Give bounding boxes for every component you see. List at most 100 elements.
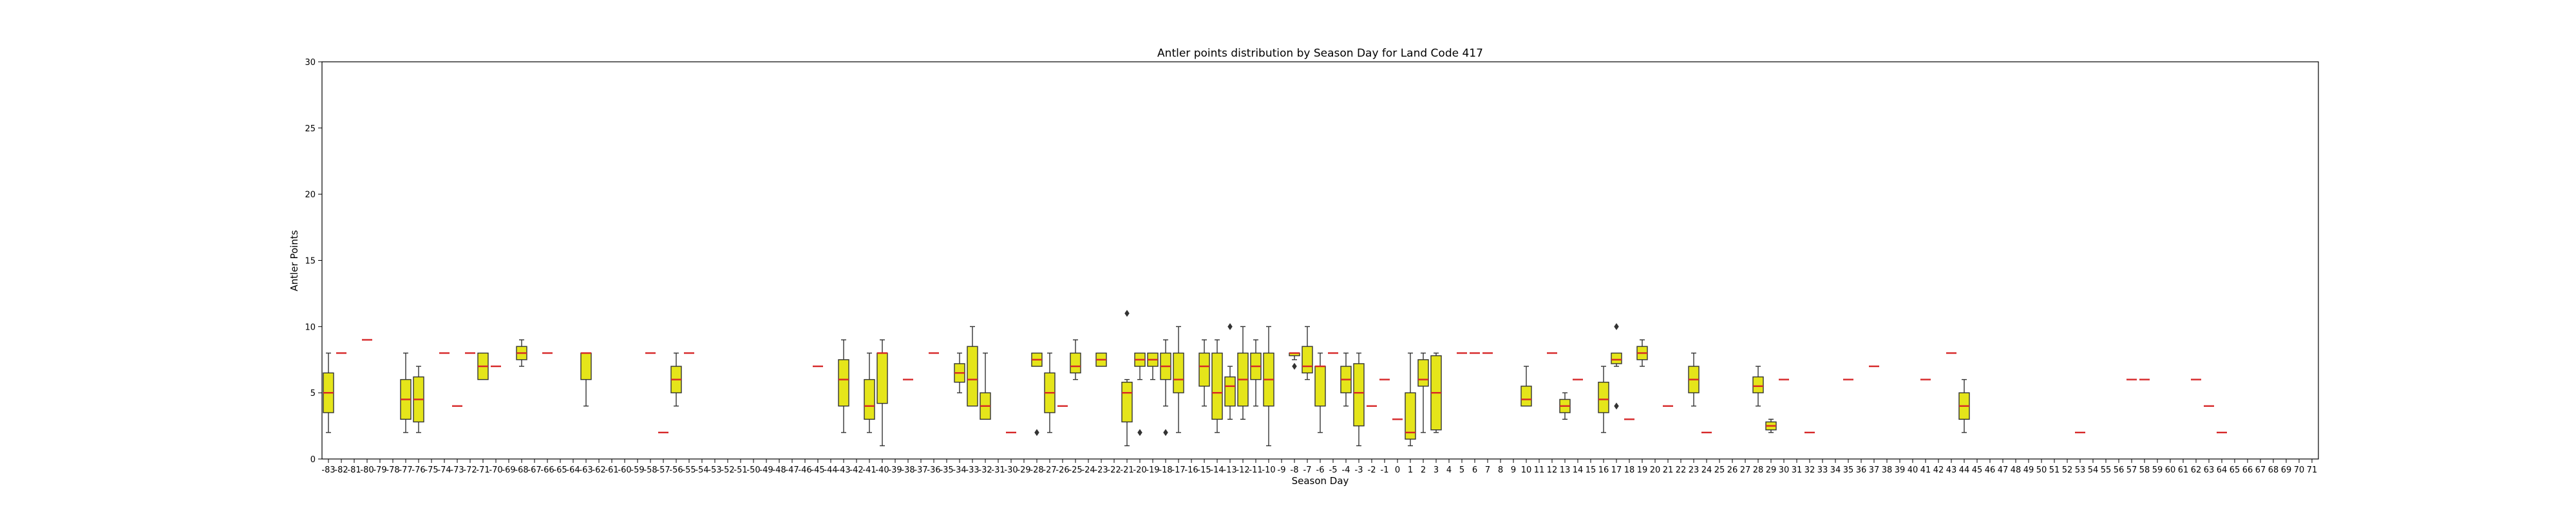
x-tick-label: 9 — [1511, 465, 1516, 475]
x-tick-label: 70 — [2294, 465, 2305, 475]
x-tick-label: -17 — [1171, 465, 1185, 475]
box-day--83 — [323, 352, 334, 433]
x-tick-label: -71 — [476, 465, 489, 475]
box-day--17 — [1173, 326, 1184, 433]
box-day--28 — [1031, 352, 1043, 436]
x-tick-label: 0 — [1395, 465, 1400, 475]
x-tick-label: 25 — [1714, 465, 1725, 475]
box-day--15 — [1198, 339, 1210, 407]
x-tick-label: 4 — [1446, 465, 1452, 475]
box-day--71 — [477, 352, 489, 380]
x-tick-label: 38 — [1882, 465, 1893, 475]
x-tick-label: -27 — [1043, 465, 1056, 475]
chart-title: Antler points distribution by Season Day… — [1157, 47, 1483, 60]
x-tick-label: 1 — [1408, 465, 1413, 475]
x-tick-label: 22 — [1676, 465, 1687, 475]
x-tick-label: 47 — [1998, 465, 2009, 475]
plot-area — [323, 310, 2227, 447]
x-tick-label: -67 — [527, 465, 541, 475]
x-tick-label: 67 — [2255, 465, 2266, 475]
y-axis-label: Antler Points — [289, 230, 300, 291]
box-day-3 — [1430, 352, 1442, 433]
box-day-1 — [1405, 352, 1416, 447]
x-tick-label: 46 — [1985, 465, 1996, 475]
x-tick-label: -11 — [1249, 465, 1262, 475]
x-tick-label: -76 — [412, 465, 425, 475]
x-tick-label: -64 — [566, 465, 580, 475]
x-tick-label: -8 — [1291, 465, 1299, 475]
x-tick-label: -70 — [489, 465, 502, 475]
x-tick-label: 45 — [1972, 465, 1983, 475]
x-tick-label: -41 — [862, 465, 876, 475]
box-iqr — [967, 346, 978, 407]
outlier-point — [1163, 429, 1168, 436]
x-tick-label: 51 — [2049, 465, 2060, 475]
x-tick-label: 71 — [2307, 465, 2318, 475]
x-tick-label: -57 — [656, 465, 670, 475]
x-tick-label: -58 — [643, 465, 657, 475]
x-tick-label: 48 — [2011, 465, 2022, 475]
x-tick-label: -18 — [1159, 465, 1172, 475]
box-day--68 — [516, 339, 527, 367]
box-day--20 — [1134, 352, 1146, 436]
x-tick-label: 12 — [1547, 465, 1558, 475]
box-iqr — [1198, 352, 1210, 387]
box-day--33 — [967, 326, 978, 407]
box-day--25 — [1070, 339, 1081, 380]
x-tick-label: -44 — [824, 465, 837, 475]
x-tick-label: 27 — [1740, 465, 1751, 475]
x-tick-label: 33 — [1817, 465, 1828, 475]
box-day-28 — [1752, 366, 1764, 407]
x-tick-label: 57 — [2126, 465, 2137, 475]
x-tick-label: -12 — [1236, 465, 1249, 475]
x-tick-label: 61 — [2178, 465, 2189, 475]
box-day--6 — [1314, 352, 1326, 433]
x-tick-label: 40 — [1908, 465, 1918, 475]
x-tick-label: 43 — [1946, 465, 1957, 475]
x-tick-label: 34 — [1830, 465, 1841, 475]
box-day--77 — [400, 352, 412, 433]
x-tick-label: 65 — [2230, 465, 2240, 475]
box-day--18 — [1160, 339, 1171, 436]
box-iqr — [1520, 386, 1532, 407]
x-tick-label: -50 — [746, 465, 760, 475]
x-tick-label: -61 — [605, 465, 618, 475]
x-tick-label: -43 — [837, 465, 850, 475]
x-tick-label: -38 — [901, 465, 914, 475]
x-tick-label: -49 — [759, 465, 773, 475]
x-tick-label: -48 — [772, 465, 786, 475]
x-tick-label: 21 — [1663, 465, 1674, 475]
x-tick-label: 59 — [2152, 465, 2163, 475]
box-day--21 — [1121, 310, 1133, 447]
box-day--10 — [1263, 326, 1274, 447]
x-tick-label: 16 — [1598, 465, 1609, 475]
x-tick-label: 13 — [1560, 465, 1571, 475]
x-tick-label: -39 — [888, 465, 902, 475]
x-tick-label: -32 — [978, 465, 992, 475]
box-day--12 — [1237, 326, 1249, 420]
x-tick-label: -33 — [965, 465, 979, 475]
box-day--40 — [876, 339, 888, 447]
x-tick-label: 62 — [2191, 465, 2202, 475]
x-tick-label: -6 — [1316, 465, 1325, 475]
x-tick-label: -51 — [734, 465, 747, 475]
x-tick-label: 29 — [1766, 465, 1777, 475]
x-tick-label: -21 — [1120, 465, 1133, 475]
x-tick-label: 18 — [1624, 465, 1635, 475]
box-iqr — [1405, 392, 1416, 440]
box-day-13 — [1559, 392, 1571, 420]
box-iqr — [864, 379, 875, 420]
box-day--14 — [1211, 339, 1223, 433]
y-tick-label: 25 — [305, 124, 316, 134]
x-tick-label: -34 — [952, 465, 966, 475]
x-tick-label: 31 — [1792, 465, 1803, 475]
x-tick-label: -77 — [399, 465, 412, 475]
x-axis: -83-82-81-80-79-78-77-76-75-74-73-72-71-… — [321, 459, 2317, 475]
x-tick-label: -26 — [1056, 465, 1069, 475]
x-tick-label: -52 — [721, 465, 734, 475]
box-day--27 — [1044, 352, 1056, 433]
y-tick-label: 30 — [305, 58, 316, 68]
x-tick-label: -15 — [1197, 465, 1211, 475]
x-tick-label: 2 — [1421, 465, 1426, 475]
box-day--76 — [413, 366, 424, 433]
